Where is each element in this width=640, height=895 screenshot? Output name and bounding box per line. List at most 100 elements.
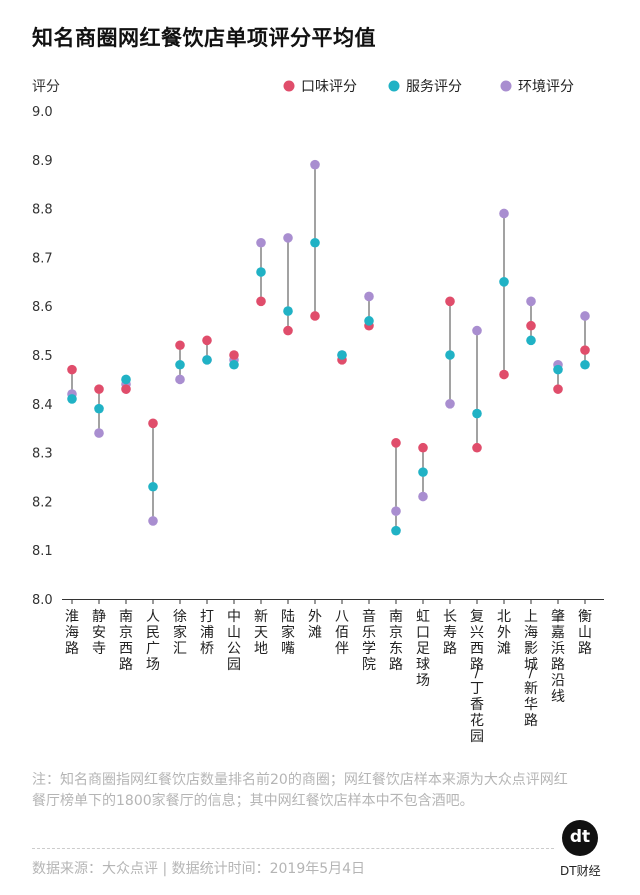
x-tick-label: 中山公园: [227, 609, 241, 673]
point-1-9: [310, 237, 320, 248]
point-2-4: [175, 374, 185, 385]
point-1-4: [175, 359, 185, 370]
point-1-14: [445, 350, 455, 360]
x-tick-label: 淮海路: [65, 609, 79, 657]
point-0-6: [229, 350, 239, 360]
point-1-15: [472, 408, 482, 419]
point-1-1: [94, 403, 104, 414]
point-2-13: [418, 491, 428, 502]
point-1-2: [121, 374, 131, 385]
x-tick-label: 新天地: [254, 609, 268, 657]
point-2-17: [526, 296, 536, 307]
point-1-12: [391, 525, 401, 536]
x-axis: 淮海路静安寺南京西路人民广场徐家汇打浦桥中山公园新天地陆家嘴外滩八佰伴音乐学院南…: [65, 599, 592, 745]
point-2-19: [580, 311, 590, 321]
range-lines: [71, 164, 586, 531]
point-2-7: [256, 237, 266, 248]
legend-label-1: 服务评分: [406, 79, 462, 95]
point-0-3: [148, 418, 158, 429]
point-1-7: [256, 267, 266, 277]
point-2-14: [445, 399, 455, 409]
x-tick-label: 虹口足球场: [416, 609, 430, 689]
point-1-6: [229, 359, 239, 370]
point-0-13: [418, 442, 428, 453]
point-1-19: [580, 359, 590, 370]
y-tick-label: 8.7: [32, 251, 53, 266]
x-tick-label: 北外滩: [497, 609, 511, 657]
y-tick-label: 8.8: [32, 203, 53, 218]
y-tick-label: 8.5: [32, 349, 53, 364]
point-0-17: [526, 320, 536, 331]
x-tick-label: 衡山路: [578, 609, 592, 657]
y-axis: 评分 8.0 8.1 8.2 8.3 8.4 8.5 8.6 8.7 8.8 8.9 9.0: [32, 79, 604, 608]
x-tick-label: 复兴西路/丁香花园: [470, 608, 484, 745]
point-1-11: [364, 316, 374, 326]
point-0-8: [283, 325, 293, 336]
x-tick-label: 静安寺: [92, 609, 106, 657]
point-2-8: [283, 233, 293, 243]
point-1-13: [418, 467, 428, 477]
data-points: [67, 159, 590, 536]
y-tick-label: 8.3: [32, 447, 53, 462]
point-0-19: [580, 345, 590, 355]
point-0-15: [472, 442, 482, 453]
point-0-0: [67, 364, 77, 375]
point-0-2: [121, 384, 131, 394]
point-0-16: [499, 369, 509, 380]
legend-label-0: 口味评分: [301, 79, 357, 95]
x-tick-label: 徐家汇: [173, 609, 187, 657]
divider: [32, 848, 554, 849]
point-1-5: [202, 355, 212, 365]
x-tick-label: 陆家嘴: [281, 609, 295, 657]
footnote: 注：知名商圈指网红餐饮店数量排名前20的商圈；网红餐饮店样本来源为大众点评网红餐…: [32, 772, 568, 809]
y-tick-label: 9.0: [32, 105, 53, 120]
point-2-1: [94, 428, 104, 438]
dt-logo-icon: dt: [562, 820, 598, 856]
dot-range-chart: 评分 8.0 8.1 8.2 8.3 8.4 8.5 8.6 8.7 8.8 8.9 9.0 淮海路静…: [32, 79, 604, 745]
legend: 口味评分 服务评分 环境评分: [283, 79, 574, 95]
point-2-12: [391, 506, 401, 516]
legend-marker-0: [283, 80, 295, 92]
brand-name: DT财经: [560, 864, 601, 878]
point-1-16: [499, 277, 509, 287]
point-2-9: [310, 159, 320, 170]
y-tick-label: 8.6: [32, 300, 53, 315]
legend-marker-2: [500, 80, 512, 92]
y-tick-label: 8.0: [32, 593, 53, 608]
y-tick-label: 8.9: [32, 154, 53, 169]
x-tick-label: 音乐学院: [362, 608, 376, 673]
y-tick-label: 8.2: [32, 495, 53, 510]
point-1-0: [67, 394, 77, 404]
point-0-1: [94, 384, 104, 394]
y-axis-label: 评分: [32, 79, 60, 95]
x-tick-label: 上海影城/新华路: [524, 609, 538, 729]
point-1-18: [553, 364, 563, 375]
x-tick-label: 南京西路: [119, 609, 133, 673]
point-0-5: [202, 335, 212, 346]
x-tick-label: 八佰伴: [335, 609, 349, 657]
point-0-9: [310, 311, 320, 321]
point-0-18: [553, 384, 563, 394]
x-tick-label: 外滩: [308, 609, 322, 641]
data-source: 数据来源：大众点评 | 数据统计时间：2019年5月4日: [32, 861, 366, 877]
y-tick-label: 8.4: [32, 398, 53, 413]
point-0-12: [391, 438, 401, 448]
point-2-16: [499, 208, 509, 219]
point-1-3: [148, 481, 158, 492]
point-1-10: [337, 350, 347, 360]
x-tick-label: 人民广场: [146, 609, 160, 673]
x-tick-label: 肇嘉浜路沿线: [551, 609, 565, 705]
y-tick-label: 8.1: [32, 544, 53, 559]
point-0-7: [256, 296, 266, 307]
point-1-17: [526, 335, 536, 346]
legend-marker-1: [388, 80, 400, 92]
point-2-11: [364, 291, 374, 302]
x-tick-label: 打浦桥: [200, 608, 214, 657]
x-tick-label: 长寿路: [443, 609, 457, 657]
point-0-14: [445, 296, 455, 307]
chart-title: 知名商圈网红餐饮店单项评分平均值: [32, 26, 376, 50]
legend-label-2: 环境评分: [518, 79, 574, 95]
point-2-3: [148, 516, 158, 526]
point-0-4: [175, 340, 185, 351]
point-2-15: [472, 325, 482, 336]
